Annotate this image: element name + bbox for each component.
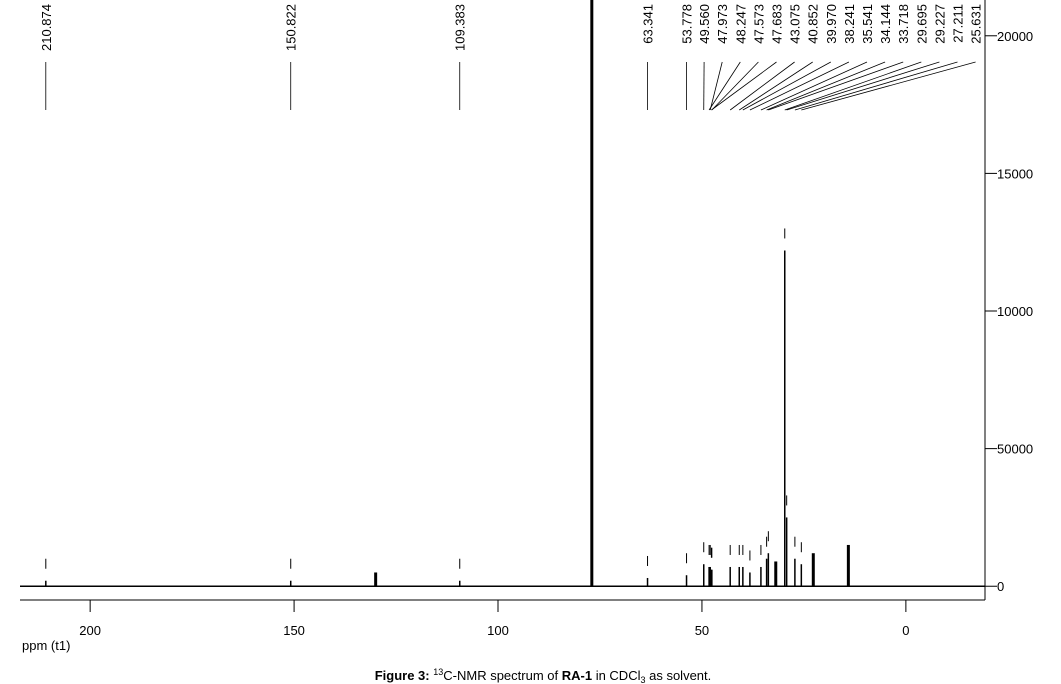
peak-leader [749,61,850,111]
peak-label: 109.383 [453,4,468,51]
peak-leader [709,61,723,111]
peak-leader [760,61,868,111]
peak-label: 38.241 [842,4,857,44]
caption: Figure 3: 13C-NMR spectrum of RA-1 in CD… [375,667,712,684]
peak-label: 43.075 [788,4,803,44]
peak-leader [711,61,777,111]
caption-text: in CDCl [592,668,641,683]
y-tick-label: 10000 [997,304,1033,319]
peak-leader [708,61,741,111]
peak-leader [786,61,940,111]
x-tick-label: 150 [283,623,305,638]
peak-label: 150.822 [284,4,299,51]
caption-sub: 3 [640,675,645,684]
peak-label: 47.683 [770,4,785,44]
peak-label: 29.695 [914,4,929,44]
peak-label: 29.227 [932,4,947,44]
peak-label: 47.573 [751,4,766,44]
peak-label: 49.560 [697,4,712,44]
x-axis-label: ppm (t1) [22,638,70,653]
peak-leader [784,61,922,111]
peak-leader [729,61,795,111]
peak-label: 27.211 [951,4,966,43]
peak-label: 63.341 [641,4,656,44]
peak-leader [739,61,813,111]
x-tick-label: 200 [79,623,101,638]
y-tick-label: 50000 [997,442,1033,457]
peak-leader [766,61,886,111]
caption-bold: RA-1 [562,668,592,683]
caption-sup: 13 [433,667,443,677]
peak-leader [801,61,976,111]
peak-leader [742,61,831,111]
peak-label: 53.778 [680,4,695,44]
peak-label: 47.973 [715,4,730,44]
y-tick-label: 20000 [997,29,1033,44]
peak-label: 34.144 [878,4,893,44]
peak-label: 35.541 [860,4,875,44]
caption-label: Figure 3: [375,668,430,683]
x-tick-label: 0 [902,623,909,638]
x-tick-label: 100 [487,623,509,638]
y-tick-label: 0 [997,579,1004,594]
x-tick-label: 50 [695,623,709,638]
peak-label: 40.852 [806,4,821,44]
peak-label: 33.718 [896,4,911,44]
peak-label: 39.970 [824,4,839,44]
caption-text: C-NMR spectrum of [443,668,561,683]
peak-label: 48.247 [733,4,748,44]
peak-label: 25.631 [969,4,984,44]
peak-leader [768,61,904,111]
caption-text: as solvent. [646,668,712,683]
peak-leader [794,61,958,111]
peak-label: 210.874 [39,4,54,51]
y-tick-label: 15000 [997,166,1033,181]
peak-leader [711,61,759,111]
